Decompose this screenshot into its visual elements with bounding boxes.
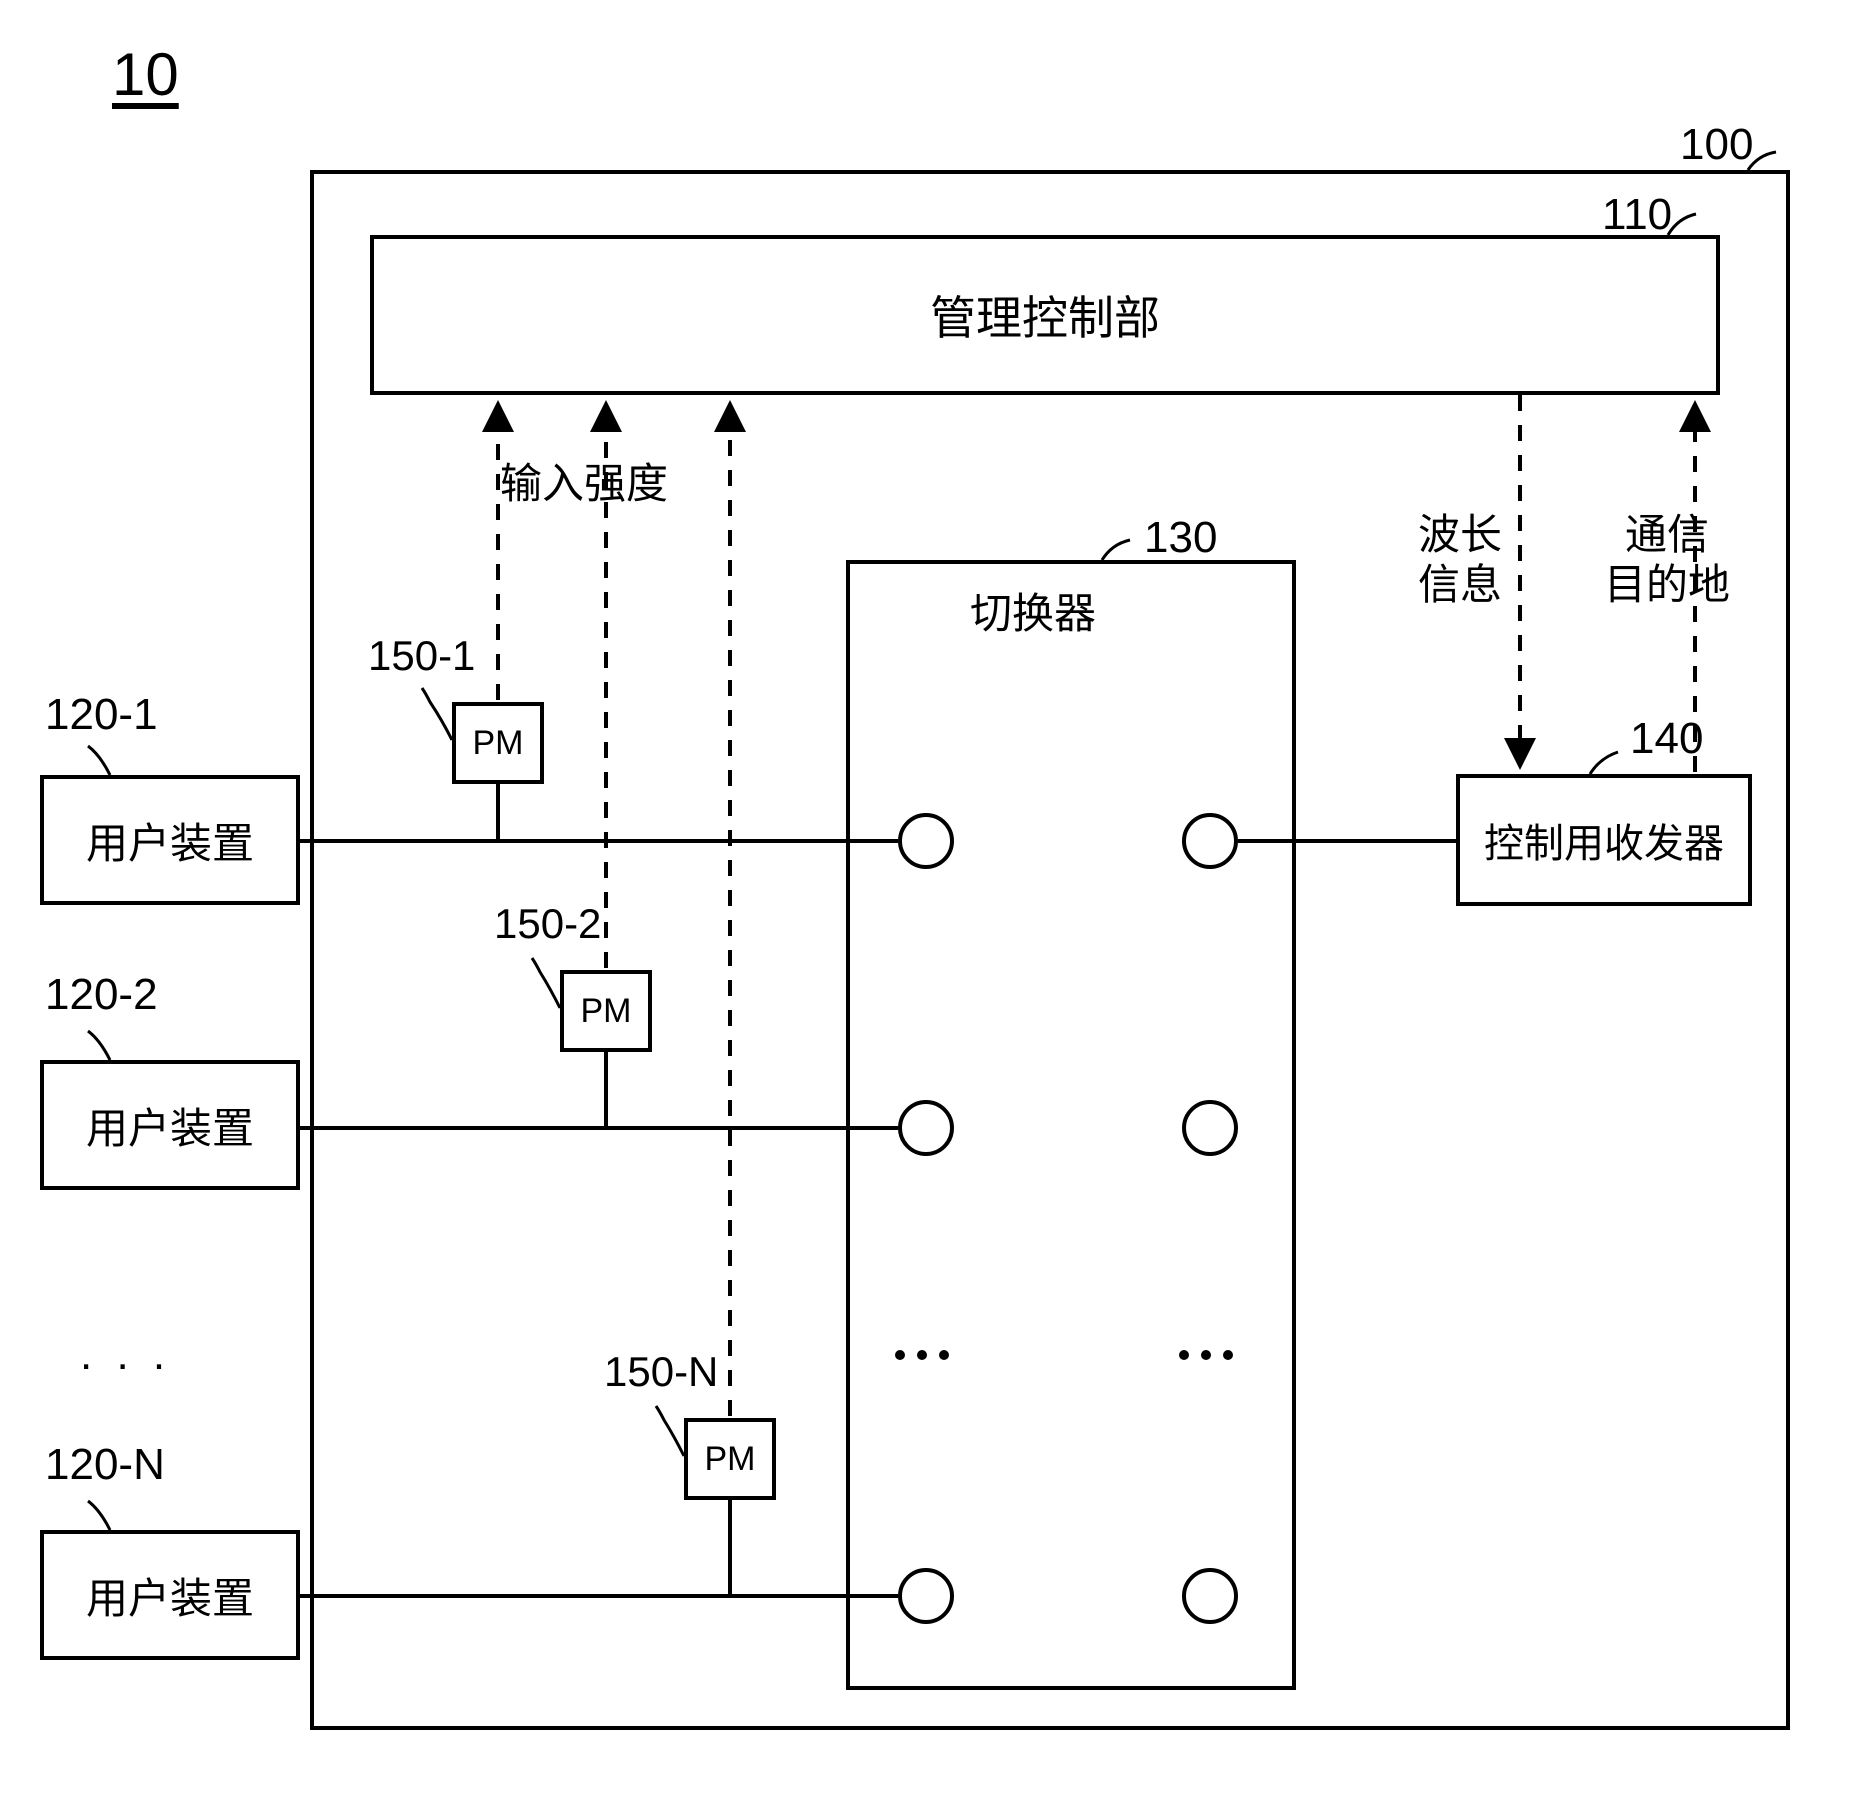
edge-label-input-strength: 输入强度	[500, 450, 668, 511]
switch-label: 切换器	[970, 580, 1096, 641]
title-ref-text: 10	[112, 41, 179, 108]
pm-box-2: PM	[560, 970, 652, 1052]
pm-box-n: PM	[684, 1418, 776, 1500]
switch-port	[898, 1100, 954, 1156]
user-label: 用户装置	[86, 1565, 254, 1626]
ref-user-n: 120-N	[45, 1440, 165, 1490]
ref-pm-2: 150-2	[494, 900, 601, 948]
switch-port	[898, 813, 954, 869]
users-ellipsis: . . .	[80, 1330, 171, 1380]
pm-label: PM	[473, 724, 524, 763]
diagram-canvas: 10 管理控制部 切换器 控制用收发器 用户装置 用户装置 用户装置 . . .…	[0, 0, 1850, 1808]
switch-ellipsis	[895, 1350, 949, 1360]
ref-outer: 100	[1680, 120, 1753, 170]
user-box-n: 用户装置	[40, 1530, 300, 1660]
edge-label-wavelength: 波长 信息	[1418, 510, 1502, 611]
title-ref: 10	[112, 40, 179, 109]
edge-label-dest-l1: 通信	[1604, 510, 1730, 560]
trx-box: 控制用收发器	[1456, 774, 1752, 906]
user-box-1: 用户装置	[40, 775, 300, 905]
ref-pm-n: 150-N	[604, 1348, 718, 1396]
pm-box-1: PM	[452, 702, 544, 784]
user-box-2: 用户装置	[40, 1060, 300, 1190]
ref-user-1: 120-1	[45, 690, 158, 740]
switch-port	[1182, 1100, 1238, 1156]
edge-label-dest-l2: 目的地	[1604, 560, 1730, 610]
edge-label-wavelength-l1: 波长	[1418, 510, 1502, 560]
user-label: 用户装置	[86, 810, 254, 871]
controller-box: 管理控制部	[370, 235, 1720, 395]
ref-trx: 140	[1630, 714, 1703, 764]
switch-port	[1182, 1568, 1238, 1624]
switch-port	[1182, 813, 1238, 869]
ref-controller: 110	[1602, 190, 1672, 240]
user-label: 用户装置	[86, 1095, 254, 1156]
controller-label: 管理控制部	[930, 282, 1160, 348]
ref-switch: 130	[1144, 513, 1217, 563]
ref-user-2: 120-2	[45, 970, 158, 1020]
switch-ellipsis	[1179, 1350, 1233, 1360]
trx-label: 控制用收发器	[1484, 811, 1724, 869]
edge-label-wavelength-l2: 信息	[1418, 560, 1502, 610]
switch-port	[898, 1568, 954, 1624]
edge-label-dest: 通信 目的地	[1604, 510, 1730, 611]
ref-pm-1: 150-1	[368, 632, 475, 680]
pm-label: PM	[705, 1440, 756, 1479]
pm-label: PM	[581, 992, 632, 1031]
